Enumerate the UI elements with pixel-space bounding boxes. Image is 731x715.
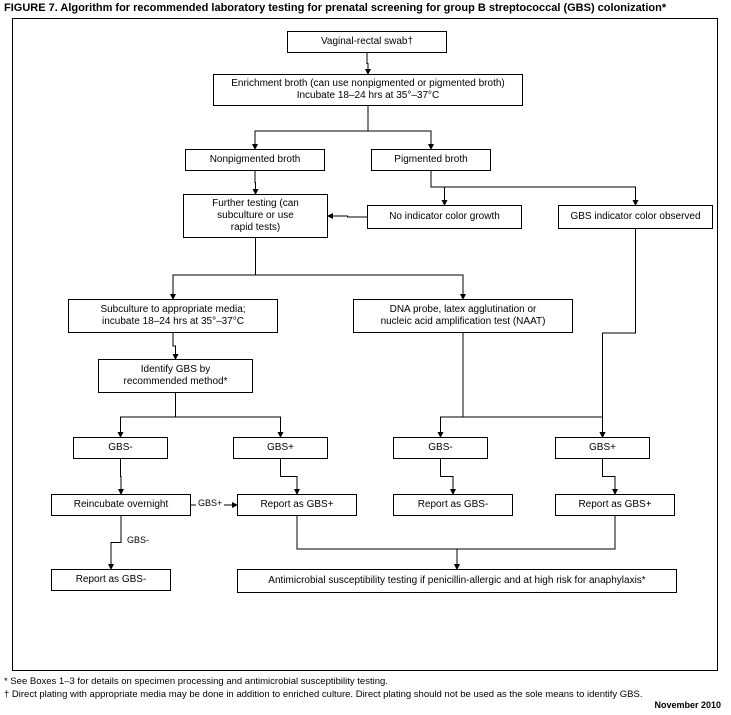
flowchart-node: Pigmented broth — [371, 149, 491, 171]
flowchart-node: Nonpigmented broth — [185, 149, 325, 171]
flowchart-node: Subculture to appropriate media;incubate… — [68, 299, 278, 333]
flowchart-node: GBS- — [393, 437, 488, 459]
flowchart-node: Reincubate overnight — [51, 494, 191, 516]
flowchart-node: Further testing (cansubculture or userap… — [183, 194, 328, 238]
flowchart-node: Vaginal-rectal swab† — [287, 31, 447, 53]
flowchart-node: No indicator color growth — [367, 205, 522, 229]
flowchart-node: GBS indicator color observed — [558, 205, 713, 229]
flowchart-node: Identify GBS byrecommended method* — [98, 359, 253, 393]
footnote-1: * See Boxes 1–3 for details on specimen … — [4, 676, 388, 688]
flowchart-node: GBS- — [73, 437, 168, 459]
flowchart-frame: Vaginal-rectal swab† Enrichment broth (ca… — [12, 18, 718, 671]
page: FIGURE 7. Algorithm for recommended labo… — [0, 0, 731, 715]
flowchart-node: Report as GBS- — [393, 494, 513, 516]
flowchart-node: Report as GBS+ — [555, 494, 675, 516]
flowchart-node: Enrichment broth (can use nonpigmented o… — [213, 74, 523, 106]
flowchart-node: GBS+ — [555, 437, 650, 459]
figure-title: FIGURE 7. Algorithm for recommended labo… — [4, 2, 666, 14]
date-label: November 2010 — [654, 700, 721, 710]
flowchart-node: Report as GBS+ — [237, 494, 357, 516]
edge-label: GBS- — [125, 535, 151, 545]
flowchart-node: Report as GBS- — [51, 569, 171, 591]
edge-label: GBS+ — [196, 498, 224, 508]
footnote-2: † Direct plating with appropriate media … — [4, 689, 642, 701]
flowchart-node: GBS+ — [233, 437, 328, 459]
flowchart-node: DNA probe, latex agglutination ornucleic… — [353, 299, 573, 333]
flowchart-node: Antimicrobial susceptibility testing if … — [237, 569, 677, 593]
